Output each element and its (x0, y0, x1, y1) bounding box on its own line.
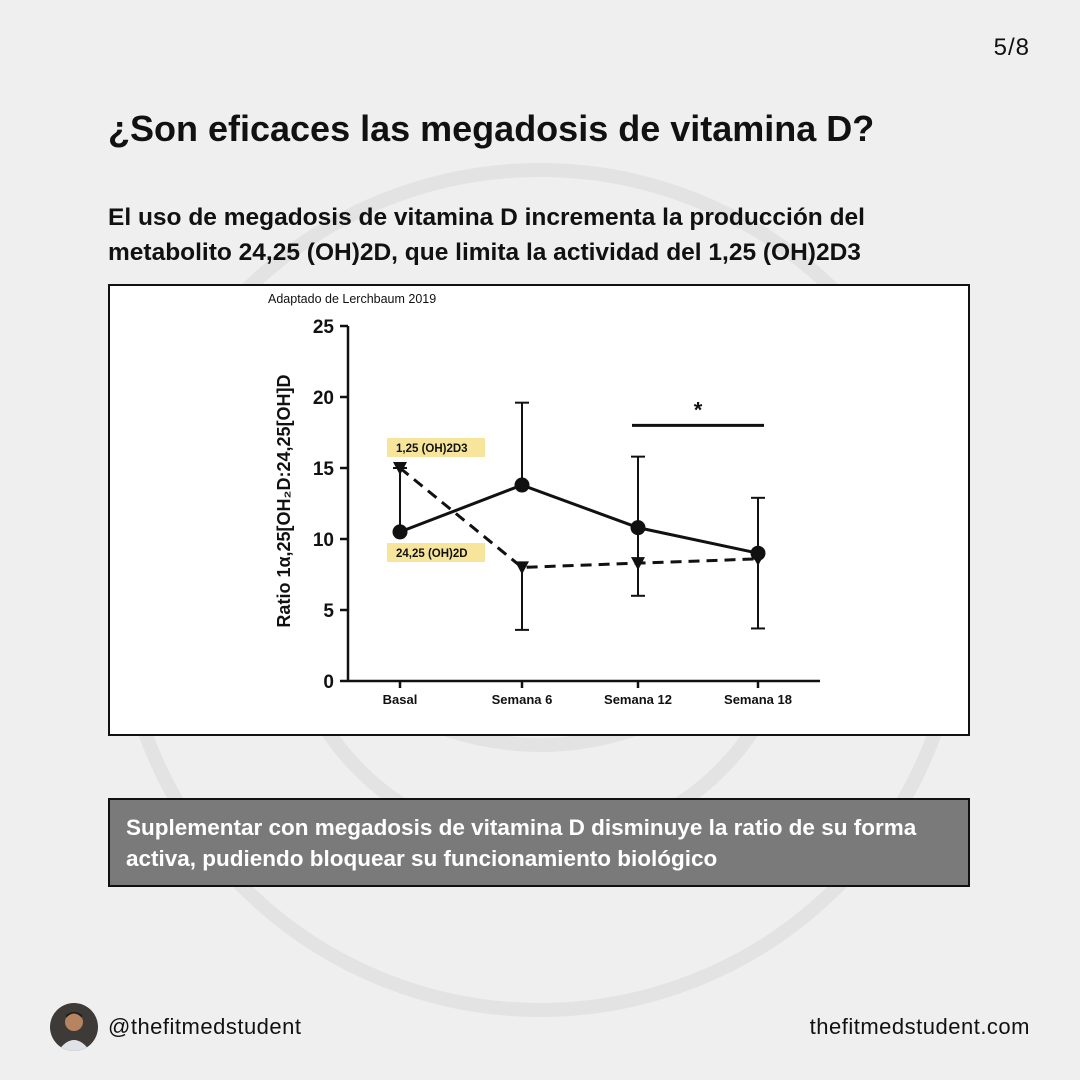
data-point-triangle (751, 552, 765, 566)
series-line-1 (399, 483, 759, 555)
y-tick-label: 0 (323, 672, 334, 693)
significance-label: * (694, 397, 703, 422)
data-point-triangle (515, 561, 529, 575)
page-subtitle: El uso de megadosis de vitamina D increm… (108, 204, 865, 266)
page-number: 5/8 (993, 34, 1030, 61)
series-line-2 (399, 466, 759, 569)
avatar-portrait-icon (58, 1012, 90, 1051)
data-point-triangle (631, 557, 645, 571)
x-tick-label: Basal (383, 692, 418, 707)
ratio-line-chart: 0 5 10 15 20 25 Basal Semana 6 Semana 12 Semana 1… (274, 317, 820, 707)
conclusion-callout: Suplementar con megadosis de vitamina D … (108, 798, 970, 887)
series-tag-bg (387, 438, 485, 457)
data-point-triangle (393, 462, 407, 475)
avatar (50, 1003, 98, 1051)
y-tick-label: 15 (313, 459, 335, 480)
x-tick-label: Semana 12 (604, 692, 672, 707)
chart-source: Adaptado de Lerchbaum 2019 (268, 292, 437, 306)
page-title: ¿Son eficaces las megadosis de vitamina … (108, 108, 875, 149)
y-tick-label: 10 (313, 530, 334, 551)
data-point-circle (630, 520, 646, 536)
y-tick-label: 25 (313, 317, 335, 338)
y-tick-label: 5 (323, 601, 334, 622)
x-tick-label: Semana 6 (492, 692, 553, 707)
data-point-circle (514, 477, 530, 493)
chart-panel: 0 5 10 15 20 25 Basal Semana 6 Semana 12 Semana 1… (108, 284, 970, 736)
series-tag-label: 24,25 (OH)2D (396, 548, 468, 560)
x-tick-label: Semana 18 (724, 692, 792, 707)
y-axis-label: Ratio 1α,25[OH₂D:24,25[OH]D (274, 374, 294, 627)
social-handle: @thefitmedstudent (108, 1014, 302, 1039)
data-point-circle (392, 524, 408, 540)
website-link[interactable]: thefitmedstudent.com (809, 1014, 1030, 1039)
series-tag-bg (387, 543, 485, 562)
y-tick-label: 20 (313, 388, 334, 409)
series-tag-label: 1,25 (OH)2D3 (396, 443, 468, 455)
